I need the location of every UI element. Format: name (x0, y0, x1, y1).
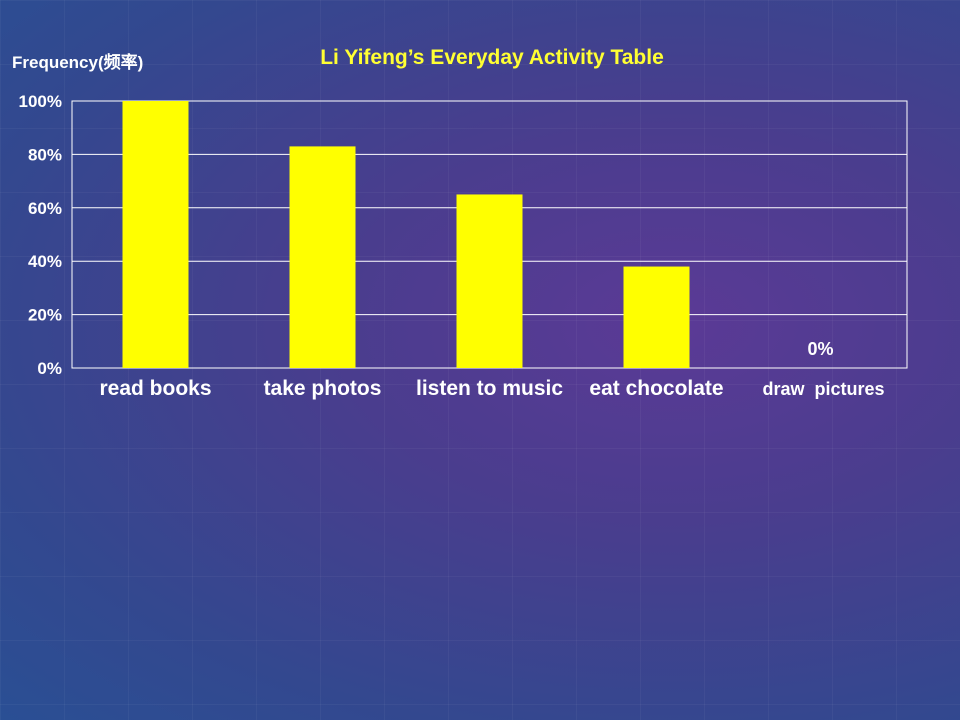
y-tick-label: 0% (37, 359, 62, 378)
x-tick-label: eat chocolate (589, 377, 723, 400)
y-tick-label: 40% (28, 252, 62, 271)
bar (289, 146, 356, 368)
bar (456, 194, 523, 368)
y-tick-label: 100% (19, 92, 62, 111)
bar (623, 266, 690, 368)
x-tick-label: draw pictures (762, 379, 884, 399)
x-tick-labels: read books take photos listen to music eat … (99, 377, 884, 400)
bars (122, 101, 690, 368)
y-tick-labels: 0% 20% 40% 60% 80% 100% (19, 92, 62, 378)
x-tick-label: read books (99, 377, 211, 400)
data-labels: 0% (807, 339, 833, 359)
chart-title: Li Yifeng’s Everyday Activity Table (320, 46, 664, 69)
y-tick-label: 80% (28, 145, 62, 164)
data-label: 0% (807, 339, 833, 359)
y-tick-label: 20% (28, 306, 62, 325)
y-tick-label: 60% (28, 199, 62, 218)
x-tick-label: take photos (264, 377, 382, 400)
x-tick-label: listen to music (416, 377, 563, 400)
bar (122, 101, 189, 368)
y-axis-label: Frequency(频率) (12, 52, 143, 72)
